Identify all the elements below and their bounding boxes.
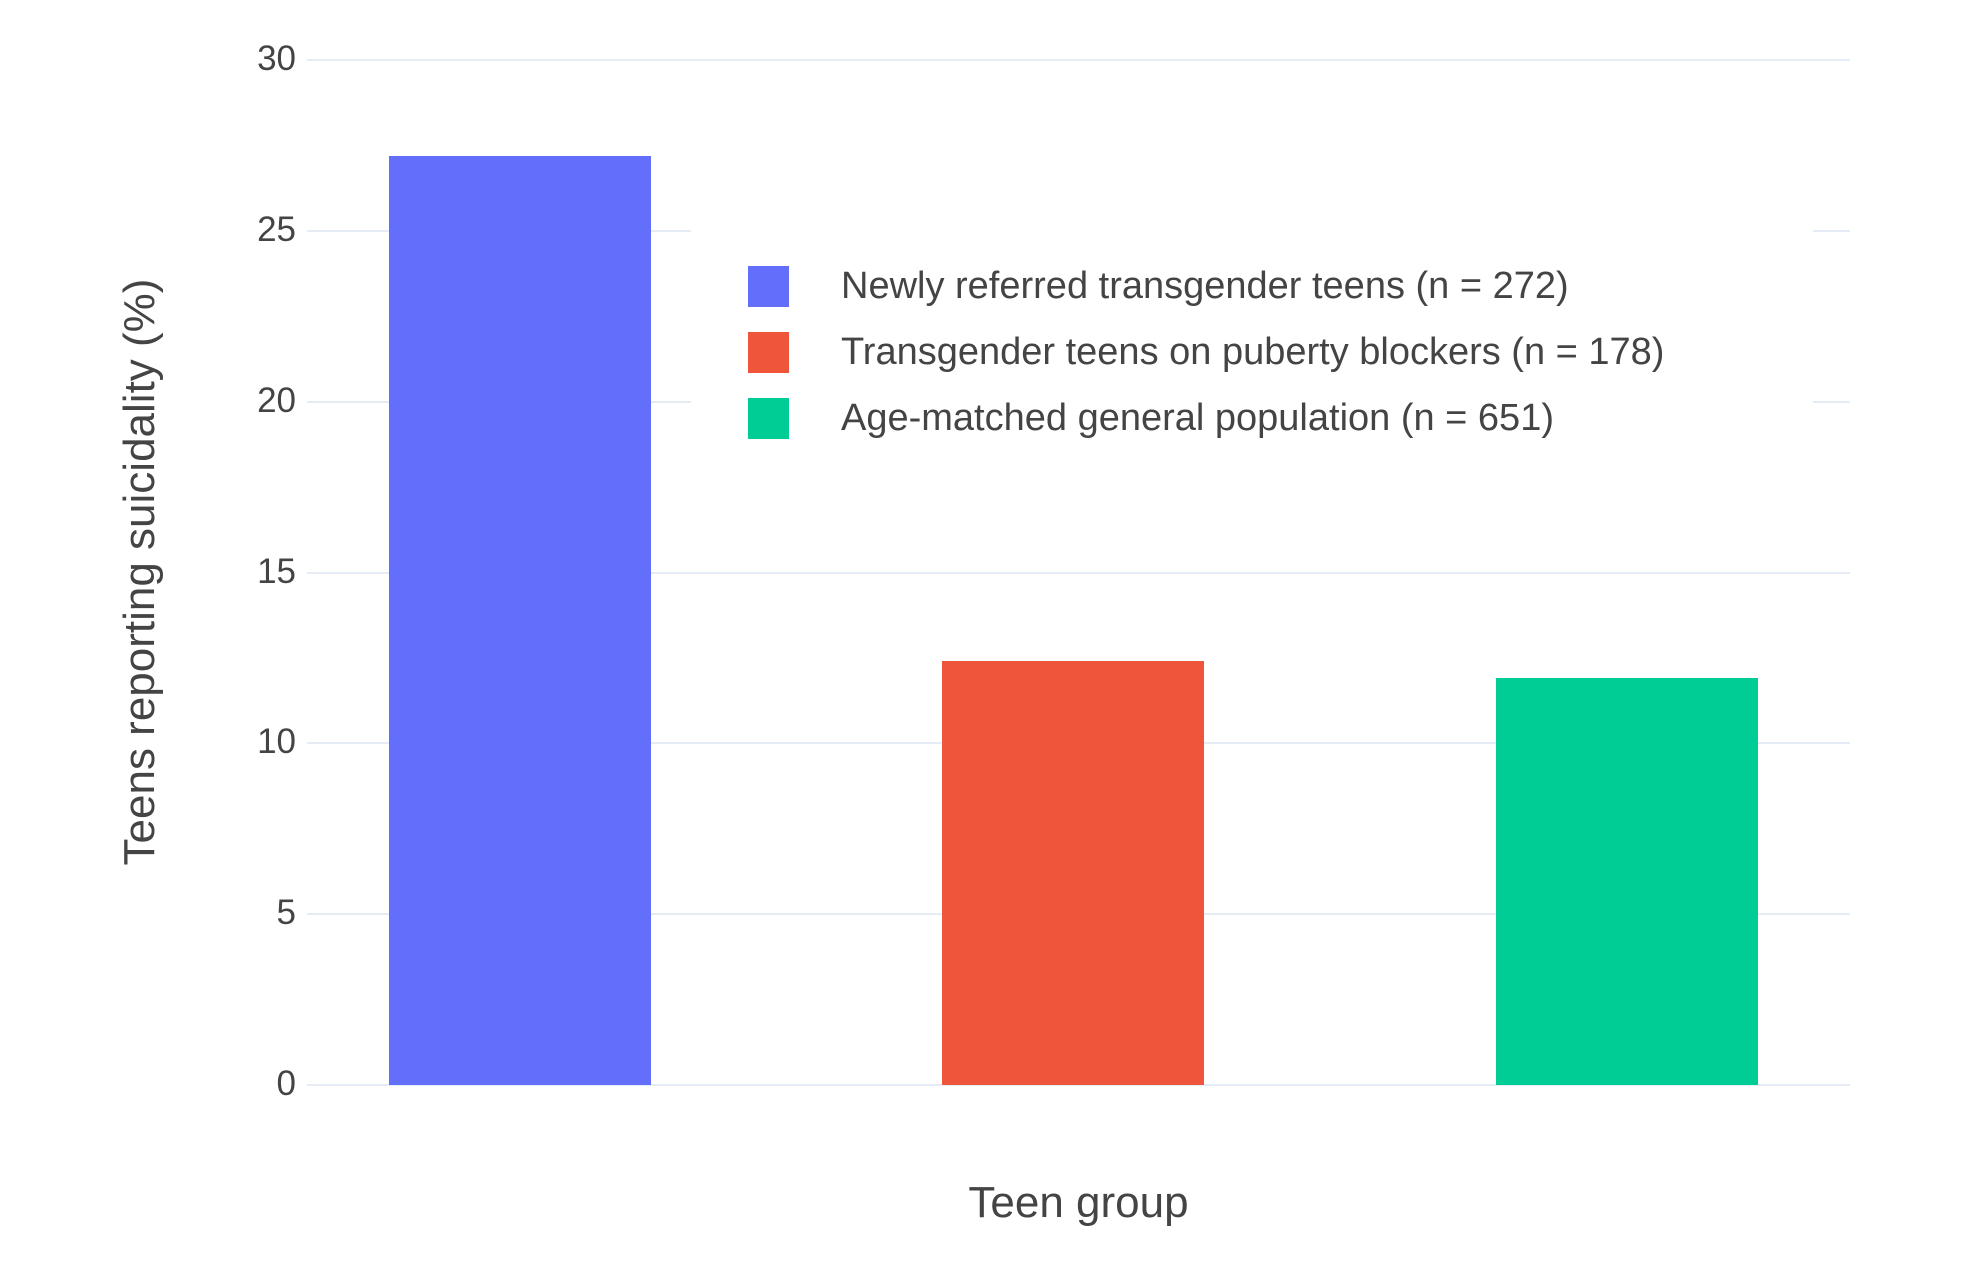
bar-1[interactable] [942, 661, 1204, 1085]
y-tick-label: 5 [276, 893, 296, 933]
y-tick-label: 15 [257, 551, 296, 591]
legend-swatch-icon [748, 331, 789, 373]
y-gridline [307, 571, 1850, 574]
bar-0[interactable] [389, 155, 651, 1085]
y-gridline [307, 1084, 1850, 1086]
legend-item-0[interactable]: Newly referred transgender teens (n = 27… [748, 253, 1813, 319]
legend-label: Age-matched general population (n = 651) [841, 396, 1554, 439]
legend-label: Newly referred transgender teens (n = 27… [841, 264, 1569, 307]
y-tick-label: 30 [257, 39, 296, 79]
y-tick-label: 0 [276, 1064, 296, 1104]
y-tick-label: 20 [257, 380, 296, 420]
x-axis-title: Teen group [968, 1178, 1189, 1227]
legend-item-1[interactable]: Transgender teens on puberty blockers (n… [748, 319, 1813, 385]
y-tick-label: 10 [257, 722, 296, 762]
legend-item-2[interactable]: Age-matched general population (n = 651) [748, 385, 1813, 451]
legend-swatch-icon [748, 265, 789, 307]
legend-label: Transgender teens on puberty blockers (n… [841, 330, 1665, 373]
y-gridline [307, 59, 1850, 61]
y-axis-title: Teens reporting suicidality (%) [115, 278, 164, 866]
legend-swatch-icon [748, 397, 789, 439]
y-tick-label: 25 [257, 210, 296, 250]
bar-2[interactable] [1496, 678, 1758, 1085]
legend: Newly referred transgender teens (n = 27… [691, 228, 1813, 465]
